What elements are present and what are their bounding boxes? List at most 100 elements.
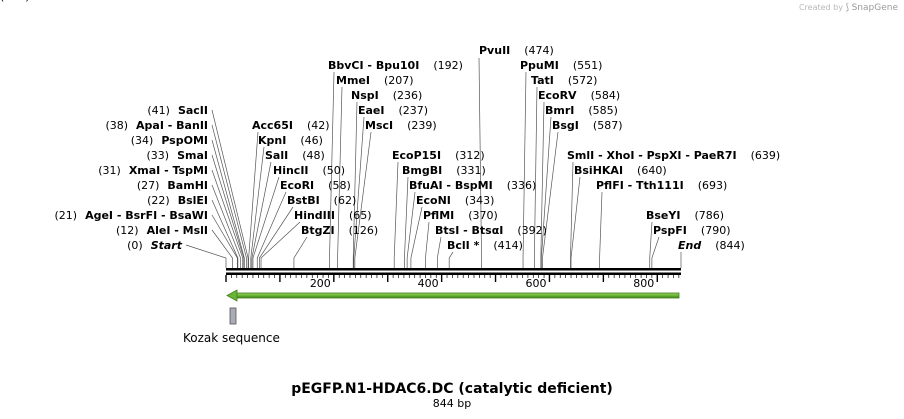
enzyme-name[interactable]: MscI xyxy=(365,119,393,132)
enzyme-name[interactable]: BstBI xyxy=(287,194,320,207)
site-34[interactable]: (585) BmrI xyxy=(545,104,618,117)
site-23[interactable]: (312) EcoP15I xyxy=(392,149,485,162)
site-18[interactable]: (192) BbvCI - Bpu10I xyxy=(328,59,463,72)
site-15[interactable]: (62) BstBI xyxy=(287,194,356,207)
enzyme-name[interactable]: BclI * xyxy=(447,239,480,252)
site-28[interactable]: (392) BtsI - BtsαI xyxy=(435,224,547,237)
site-37[interactable]: (640) BsiHKAI xyxy=(574,164,667,177)
enzyme-name[interactable]: EcoRV xyxy=(538,89,577,102)
site-13[interactable]: (50) HincII xyxy=(273,164,345,177)
site-39[interactable]: (786) BseYI xyxy=(646,209,724,222)
enzyme-name[interactable]: EaeI xyxy=(358,104,385,117)
enzyme-name[interactable]: Acc65I xyxy=(252,119,293,132)
site-position: (392) xyxy=(517,224,547,237)
site-35[interactable]: (587) BsgI xyxy=(552,119,623,132)
enzyme-name[interactable]: BtgZI xyxy=(301,224,335,237)
site-4[interactable]: (27) BamHI xyxy=(137,179,208,192)
enzyme-name[interactable]: SmlI - XhoI - PspXI - PaeR7I xyxy=(567,149,737,162)
enzyme-name[interactable]: XmaI - TspMI xyxy=(129,164,208,177)
site-6[interactable]: (33) SmaI xyxy=(147,149,209,162)
site-30[interactable]: (474) PvuII xyxy=(479,44,554,57)
enzyme-name[interactable]: EcoRI xyxy=(280,179,314,192)
enzyme-name[interactable]: PvuII xyxy=(479,44,510,57)
enzyme-name[interactable]: BfuAI - BspMI xyxy=(409,179,493,192)
axis-tick-label: 200 xyxy=(310,277,331,290)
enzyme-name[interactable]: Start xyxy=(151,239,183,252)
enzyme-name[interactable]: PflMI xyxy=(423,209,454,222)
enzyme-name[interactable]: EcoP15I xyxy=(392,149,441,162)
site-20[interactable]: (236) NspI xyxy=(351,89,422,102)
site-position: (414) xyxy=(493,239,523,252)
enzyme-name[interactable]: AleI - MslI xyxy=(147,224,208,237)
enzyme-name[interactable]: HincII xyxy=(273,164,309,177)
site-36[interactable]: (639) SmlI - XhoI - PspXI - PaeR7I xyxy=(567,149,780,162)
site-7[interactable]: (34) PspOMI xyxy=(131,134,208,147)
enzyme-name[interactable]: BseYI xyxy=(646,209,680,222)
enzyme-name[interactable]: BbvCI - Bpu10I xyxy=(328,59,419,72)
site-connector xyxy=(651,236,660,268)
enzyme-name[interactable]: PflFI - Tth111I xyxy=(596,179,684,192)
site-1[interactable]: (12) AleI - MslI xyxy=(116,224,208,237)
site-16[interactable]: (65) HindIII xyxy=(294,209,372,222)
enzyme-name[interactable]: BsgI xyxy=(552,119,579,132)
site-12[interactable]: (48) SalI xyxy=(265,149,325,162)
site-38[interactable]: (693) PflFI - Tth111I xyxy=(596,179,727,192)
site-connector xyxy=(211,229,233,268)
site-32[interactable]: (572) TatI xyxy=(531,74,597,87)
site-position: (237) xyxy=(399,104,429,117)
site-2[interactable]: (21) AgeI - BsrFI - BsaWI xyxy=(54,209,208,222)
site-3[interactable]: (22) BslEI xyxy=(147,194,208,207)
enzyme-name[interactable]: PspFI xyxy=(653,224,687,237)
site-19[interactable]: (207) MmeI xyxy=(336,74,414,87)
site-40[interactable]: (790) PspFI xyxy=(653,224,731,237)
site-22[interactable]: (239) MscI xyxy=(365,119,437,132)
site-27[interactable]: (370) PflMI xyxy=(423,209,498,222)
enzyme-name[interactable]: PspOMI xyxy=(161,134,208,147)
site-connector xyxy=(410,206,423,268)
site-31[interactable]: (551) PpuMI xyxy=(520,59,602,72)
enzyme-name[interactable]: NspI xyxy=(351,89,379,102)
site-41[interactable]: (844) End xyxy=(678,239,745,252)
egfp-feature-arrow[interactable] xyxy=(226,289,680,302)
site-14[interactable]: (58) EcoRI xyxy=(280,179,351,192)
enzyme-name[interactable]: KpnI xyxy=(258,134,286,147)
site-10[interactable]: (42) Acc65I xyxy=(252,119,330,132)
enzyme-name[interactable]: BmgBI xyxy=(402,164,442,177)
site-17[interactable]: (126) BtgZI xyxy=(301,224,378,237)
site-11[interactable]: (46) KpnI xyxy=(258,134,323,147)
site-position: (27) xyxy=(137,179,160,192)
kozak-sequence-box[interactable] xyxy=(229,307,237,325)
map-title: pEGFP.N1-HDAC6.DC (catalytic deficient) xyxy=(291,381,613,397)
enzyme-name[interactable]: EcoNI xyxy=(416,194,451,207)
site-8[interactable]: (38) ApaI - BanII xyxy=(105,119,208,132)
enzyme-name[interactable]: BtsI - BtsαI xyxy=(435,224,503,237)
site-21[interactable]: (237) EaeI xyxy=(358,104,428,117)
site-9[interactable]: (41) SacII xyxy=(147,104,208,117)
site-24[interactable]: (331) BmgBI xyxy=(402,164,486,177)
site-26[interactable]: (343) EcoNI xyxy=(416,194,494,207)
enzyme-name[interactable]: BslEI xyxy=(178,194,208,207)
enzyme-name[interactable]: SalI xyxy=(265,149,288,162)
site-position: (33) xyxy=(147,149,170,162)
enzyme-name[interactable]: SmaI xyxy=(177,149,208,162)
enzyme-name[interactable]: BamHI xyxy=(167,179,208,192)
site-0[interactable]: (0) Start xyxy=(127,239,183,252)
enzyme-name[interactable]: TatI xyxy=(531,74,554,87)
site-29[interactable]: (414) BclI * xyxy=(447,239,523,252)
enzyme-name[interactable]: BsiHKAI xyxy=(574,164,623,177)
enzyme-name[interactable]: HindIII xyxy=(294,209,335,222)
site-connector xyxy=(541,116,552,268)
enzyme-name[interactable]: MmeI xyxy=(336,74,370,87)
site-33[interactable]: (584) EcoRV xyxy=(538,89,620,102)
site-5[interactable]: (31) XmaI - TspMI xyxy=(98,164,208,177)
site-connector xyxy=(649,221,653,268)
enzyme-name[interactable]: PpuMI xyxy=(520,59,559,72)
enzyme-name[interactable]: End xyxy=(678,239,701,252)
site-connector xyxy=(211,154,245,268)
site-25[interactable]: (336) BfuAI - BspMI xyxy=(409,179,536,192)
enzyme-name[interactable]: BmrI xyxy=(545,104,574,117)
enzyme-name[interactable]: SacII xyxy=(178,104,208,117)
site-connector xyxy=(570,176,581,268)
enzyme-name[interactable]: ApaI - BanII xyxy=(136,119,208,132)
enzyme-name[interactable]: AgeI - BsrFI - BsaWI xyxy=(85,209,208,222)
